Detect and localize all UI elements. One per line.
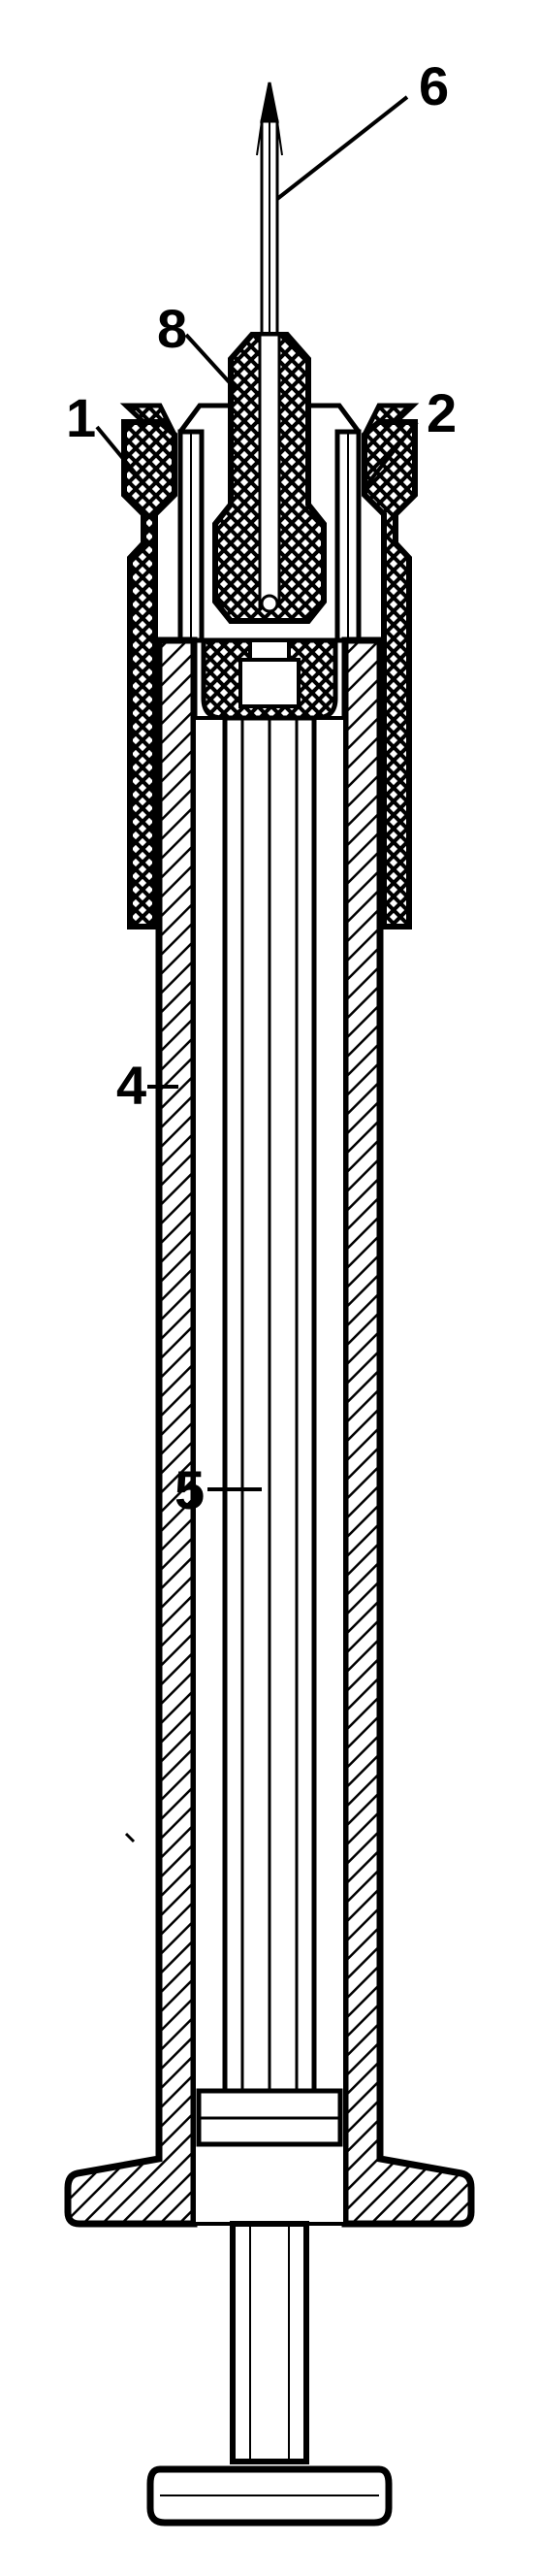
label-4: 4 — [116, 1055, 146, 1116]
label-6: 6 — [419, 55, 449, 116]
thumb-rest — [150, 2469, 389, 2523]
plunger-shaft-exposed — [233, 2224, 306, 2462]
syringe-diagram: 1 2 4 5 6 8 — [0, 0, 539, 2576]
label-8: 8 — [157, 298, 187, 359]
needle-hub — [215, 335, 324, 621]
label-5: 5 — [174, 1459, 205, 1520]
plunger-seal — [204, 640, 335, 718]
label-2: 2 — [427, 382, 457, 443]
label-1: 1 — [66, 387, 96, 448]
